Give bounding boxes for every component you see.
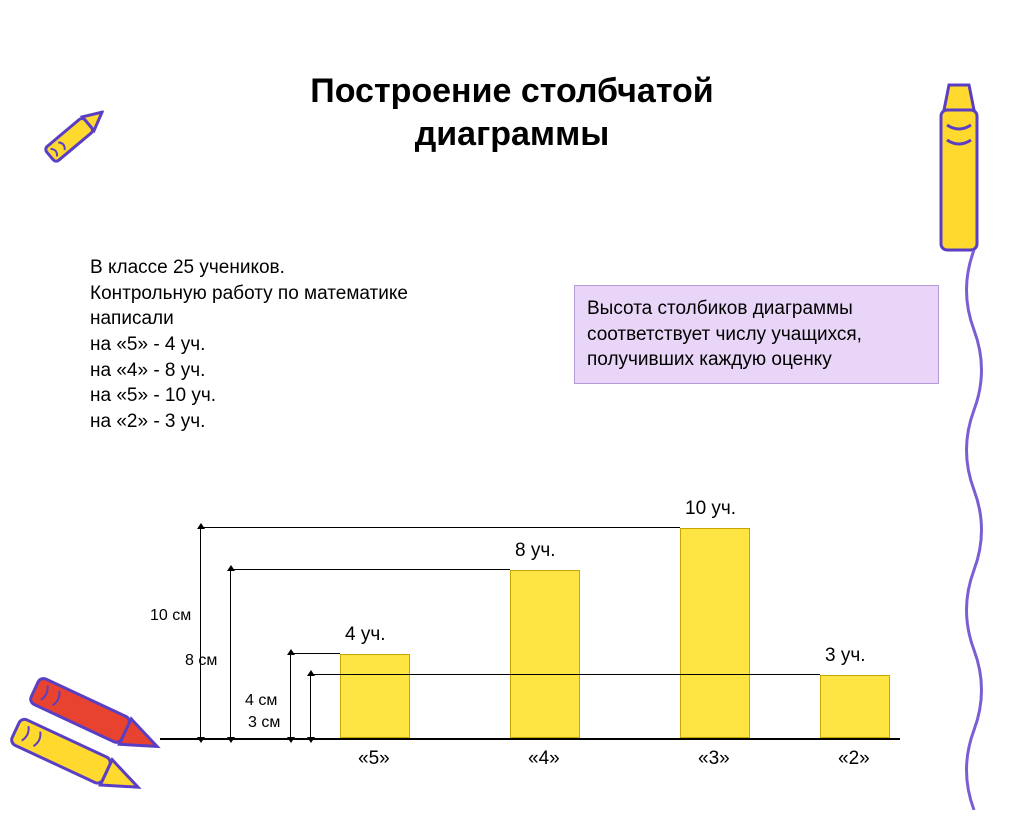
dim-guide-10cm (200, 527, 680, 528)
title-line-1: Построение столбчатой (310, 72, 713, 110)
crayon-decor-bottom-left (0, 661, 178, 833)
dim-line-3cm (310, 675, 311, 738)
chart-bar (340, 654, 410, 738)
dim-guide-4cm (290, 653, 340, 654)
dim-line-8cm (230, 570, 231, 738)
chart-bar (510, 570, 580, 738)
squiggle-decor (954, 250, 994, 810)
bar-value-label: 4 уч. (345, 624, 386, 646)
problem-line: написали (90, 306, 408, 332)
page-title: Построение столбчатой диаграммы (0, 70, 1024, 155)
problem-line: на «4» - 8 уч. (90, 358, 408, 384)
dim-label-8cm: 8 см (185, 652, 217, 670)
dim-guide-8cm (230, 569, 510, 570)
chart-bar (820, 675, 890, 738)
title-line-2: диаграммы (415, 115, 610, 153)
problem-line: на «2» - 3 уч. (90, 409, 408, 435)
dim-label-10cm: 10 см (150, 607, 191, 625)
bar-chart: 4 уч.«5»8 уч.«4»10 уч.«3»3 уч.«2» 10 см … (160, 470, 920, 770)
chart-bar (680, 528, 750, 738)
bar-value-label: 3 уч. (825, 645, 866, 667)
chart-baseline (160, 738, 900, 740)
dim-label-4cm: 4 см (245, 692, 277, 710)
bar-value-label: 8 уч. (515, 540, 556, 562)
dim-line-4cm (290, 654, 291, 738)
crayon-decor-top-right (929, 80, 989, 260)
dim-label-3cm: 3 см (248, 714, 280, 732)
problem-line: на «5» - 4 уч. (90, 332, 408, 358)
explanation-note: Высота столбиков диаграммы соответствует… (574, 285, 939, 384)
dim-line-10cm (200, 528, 201, 738)
bar-value-label: 10 уч. (685, 498, 736, 520)
problem-line: Контрольную работу по математике (90, 281, 408, 307)
problem-statement: В классе 25 учеников. Контрольную работу… (90, 255, 408, 434)
problem-line: на «5» - 10 уч. (90, 383, 408, 409)
dim-guide-3cm (310, 674, 820, 675)
problem-line: В классе 25 учеников. (90, 255, 408, 281)
